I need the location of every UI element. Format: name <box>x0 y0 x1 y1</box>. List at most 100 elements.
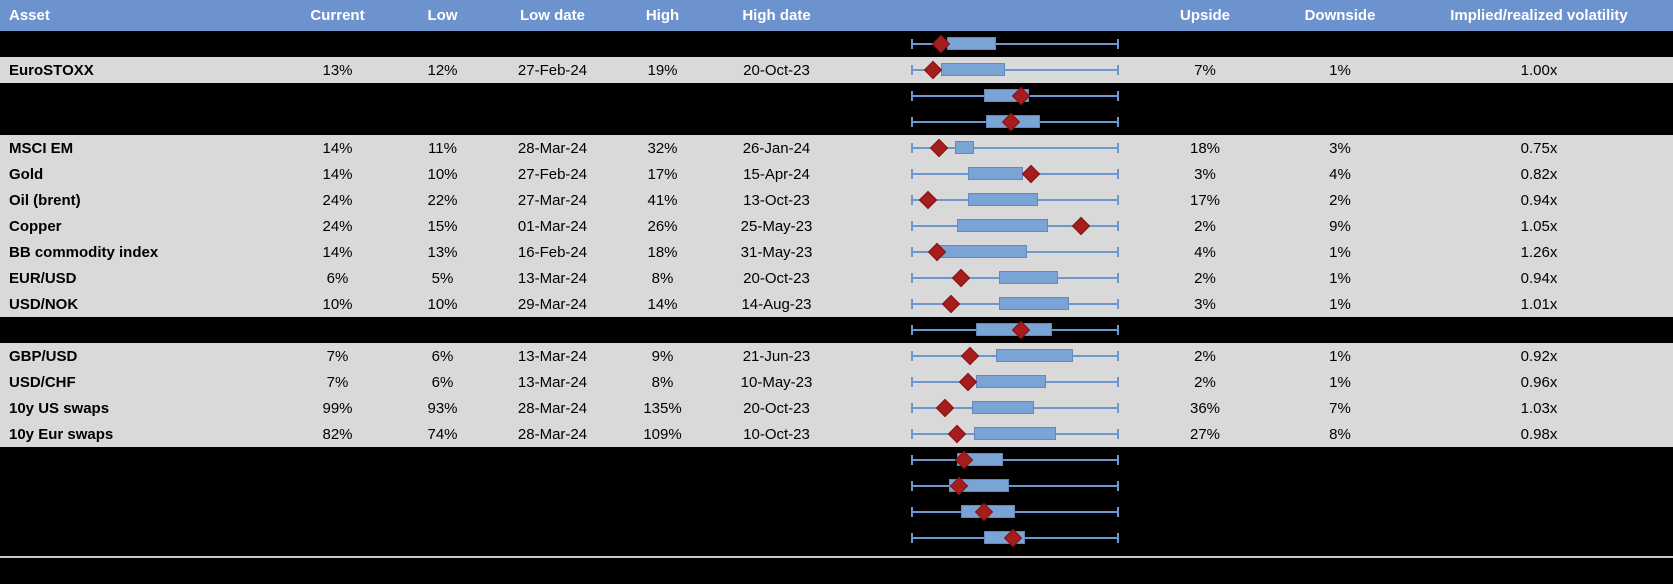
range-box <box>973 427 1057 440</box>
whisker-line <box>912 69 1118 71</box>
boxplot-track <box>911 421 1119 447</box>
header-downside: Downside <box>1304 7 1376 24</box>
boxplot-track <box>911 187 1119 213</box>
low-date: 13-Mar-24 <box>517 373 588 391</box>
upside-value: 36% <box>1189 399 1221 417</box>
table-row <box>0 525 1673 551</box>
high-date: 15-Apr-24 <box>743 165 810 183</box>
range-boxplot <box>838 57 1135 83</box>
whisker-right-tick <box>1117 429 1119 439</box>
whisker-right-tick <box>1117 247 1119 257</box>
whisker-right-tick <box>1117 351 1119 361</box>
low-date: 16-Feb-24 <box>517 243 588 261</box>
whisker-left-tick <box>911 507 913 517</box>
current-marker-diamond <box>948 424 967 444</box>
implied-realized-value: 0.82x <box>1520 165 1558 183</box>
table-row: Oil (brent) 24% 22% 27-Mar-24 41% 13-Oct… <box>0 187 1673 213</box>
downside-value: 1% <box>1329 373 1351 391</box>
low-value: 10% <box>427 165 458 183</box>
implied-realized-value: 1.01x <box>1520 295 1558 313</box>
low-date: 01-Mar-24 <box>517 217 588 235</box>
whisker-line <box>912 43 1118 45</box>
range-box <box>957 219 1048 232</box>
header-high: High <box>645 7 680 24</box>
current-value: 99% <box>322 399 353 417</box>
low-value: 74% <box>427 425 458 443</box>
downside-value: 2% <box>1329 191 1351 209</box>
high-value: 17% <box>647 165 678 183</box>
boxplot-track <box>911 57 1119 83</box>
whisker-right-tick <box>1117 39 1119 49</box>
asset-name: 10y Eur swaps <box>9 425 114 443</box>
low-date: 28-Mar-24 <box>517 399 588 417</box>
range-boxplot <box>838 213 1135 239</box>
table-row: 10y US swaps 99% 93% 28-Mar-24 135% 20-O… <box>0 395 1673 421</box>
range-boxplot <box>838 239 1135 265</box>
range-boxplot <box>838 395 1135 421</box>
table-row: EuroSTOXX 13% 12% 27-Feb-24 19% 20-Oct-2… <box>0 57 1673 83</box>
whisker-left-tick <box>911 39 913 49</box>
header-low-date: Low date <box>519 7 585 24</box>
whisker-line <box>912 485 1118 487</box>
boxplot-track <box>911 135 1119 161</box>
high-date: 13-Oct-23 <box>743 191 810 209</box>
range-box <box>996 349 1073 362</box>
asset-name: USD/NOK <box>9 295 79 313</box>
header-high-date: High date <box>742 7 811 24</box>
high-value: 135% <box>643 399 682 417</box>
current-marker-diamond <box>941 294 961 314</box>
high-value: 26% <box>647 217 678 235</box>
boxplot-track <box>911 317 1119 343</box>
implied-realized-value: 1.00x <box>1520 61 1558 79</box>
range-box <box>975 375 1046 388</box>
asset-name: MSCI EM <box>9 139 74 157</box>
upside-value: 7% <box>1194 61 1216 79</box>
boxplot-track <box>911 161 1119 187</box>
downside-value: 1% <box>1329 243 1351 261</box>
downside-value: 9% <box>1329 217 1351 235</box>
asset-name: EUR/USD <box>9 269 77 287</box>
whisker-left-tick <box>911 195 913 205</box>
range-boxplot <box>838 187 1135 213</box>
whisker-right-tick <box>1117 507 1119 517</box>
table-row: USD/NOK 10% 10% 29-Mar-24 14% 14-Aug-23 … <box>0 291 1673 317</box>
header-low: Low <box>427 7 458 24</box>
table-body: EuroSTOXX 13% 12% 27-Feb-24 19% 20-Oct-2… <box>0 31 1673 551</box>
implied-realized-value: 1.05x <box>1520 217 1558 235</box>
whisker-right-tick <box>1117 221 1119 231</box>
whisker-left-tick <box>911 533 913 543</box>
range-box <box>967 193 1038 206</box>
boxplot-track <box>911 83 1119 109</box>
asset-name: Gold <box>9 165 44 183</box>
range-boxplot <box>838 317 1135 343</box>
whisker-right-tick <box>1117 299 1119 309</box>
header-current: Current <box>310 7 365 24</box>
whisker-left-tick <box>911 117 913 127</box>
low-value: 5% <box>431 269 454 287</box>
range-box <box>955 141 974 154</box>
boxplot-track <box>911 525 1119 551</box>
high-value: 8% <box>651 269 674 287</box>
range-box <box>938 245 1028 258</box>
low-date: 13-Mar-24 <box>517 347 588 365</box>
boxplot-track <box>911 291 1119 317</box>
table-row: Copper 24% 15% 01-Mar-24 26% 25-May-23 2… <box>0 213 1673 239</box>
table-row: USD/CHF 7% 6% 13-Mar-24 8% 10-May-23 2% … <box>0 369 1673 395</box>
current-marker-diamond <box>919 190 938 210</box>
downside-value: 7% <box>1329 399 1351 417</box>
high-date: 26-Jan-24 <box>742 139 811 157</box>
low-date: 13-Mar-24 <box>517 269 588 287</box>
table-row <box>0 447 1673 473</box>
current-value: 82% <box>322 425 353 443</box>
boxplot-track <box>911 109 1119 135</box>
current-marker-diamond <box>935 398 955 418</box>
asset-name: Copper <box>9 217 62 235</box>
range-box <box>940 63 1005 76</box>
implied-realized-value: 0.96x <box>1520 373 1558 391</box>
high-value: 14% <box>647 295 678 313</box>
range-boxplot <box>838 343 1135 369</box>
current-marker-diamond <box>958 372 977 392</box>
asset-name: BB commodity index <box>9 243 159 261</box>
asset-name: USD/CHF <box>9 373 76 391</box>
